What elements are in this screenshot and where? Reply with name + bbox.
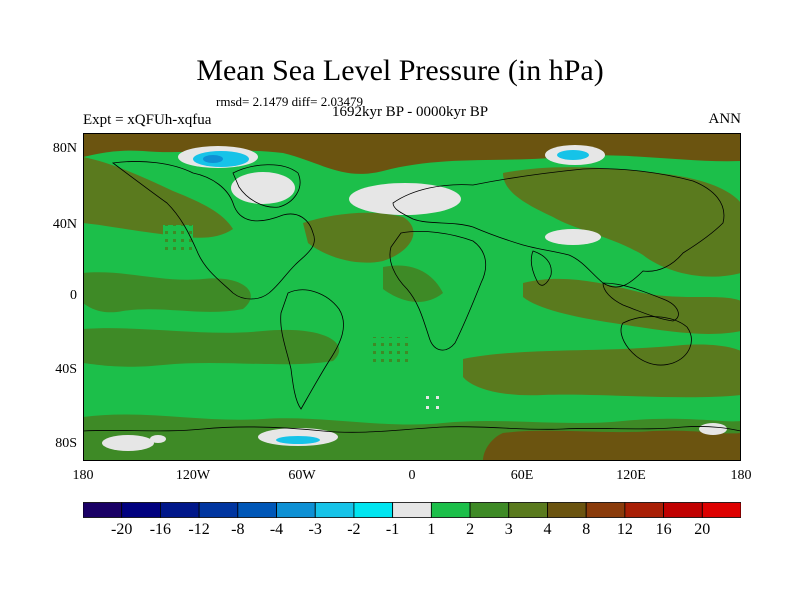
coast-india <box>530 250 552 286</box>
colorbar-label: -1 <box>385 521 400 538</box>
x-tick-120w: 120W <box>175 468 211 483</box>
colorbar-box <box>508 502 548 518</box>
coast-se-asia <box>602 282 679 322</box>
colorbar-box <box>121 502 161 518</box>
field-patch-south <box>83 328 340 367</box>
colorbar-box <box>353 502 394 518</box>
pressure-map <box>83 133 741 461</box>
colorbar-box <box>198 502 239 518</box>
colorbar-label: 4 <box>543 521 552 538</box>
y-tick-80n: 80N <box>52 141 77 156</box>
x-tick-60e: 60E <box>510 468 534 483</box>
colorbar <box>83 502 741 518</box>
field-white-europe <box>349 183 461 215</box>
coast-south-america <box>280 289 344 410</box>
colorbar-label: 1 <box>427 521 436 538</box>
field-patch-tropical <box>83 272 251 313</box>
colorbar-label: -12 <box>188 521 210 538</box>
coast-australia <box>620 316 692 366</box>
y-tick-80s: 80S <box>55 436 77 451</box>
colorbar-label: -3 <box>308 521 322 538</box>
x-tick-60w: 60W <box>288 468 316 483</box>
coastlines <box>83 161 741 433</box>
x-tick-180w: 180 <box>72 468 94 483</box>
field-white-ant-3 <box>699 423 727 435</box>
field-blue-arctic <box>203 155 223 163</box>
field-stipple-2 <box>373 337 413 367</box>
colorbar-label: -4 <box>269 521 284 538</box>
colorbar-box <box>585 502 626 518</box>
field-white-ant-1 <box>102 435 154 451</box>
y-tick-40s: 40S <box>55 362 77 377</box>
colorbar-box <box>701 502 741 518</box>
period-label: 1692kyr BP - 0000kyr BP <box>331 104 489 120</box>
field-arctic-band <box>83 133 741 174</box>
coast-antarctica <box>83 426 741 433</box>
x-tick-0: 0 <box>408 468 416 483</box>
colorbar-label: 16 <box>655 521 672 538</box>
colorbar-box <box>469 502 510 518</box>
colorbar-box <box>624 502 664 518</box>
colorbar-label: -8 <box>231 521 245 538</box>
field-white-greenland <box>231 172 295 204</box>
colorbar-label: -20 <box>111 521 133 538</box>
x-tick-180e: 180 <box>730 468 752 483</box>
colorbar-label: 3 <box>504 521 513 538</box>
colorbar-box <box>392 502 432 518</box>
field-patch-na <box>303 212 414 263</box>
experiment-label: Expt = xQFUh-xqfua <box>83 112 212 128</box>
colorbar-box <box>276 502 316 518</box>
colorbar-label: 20 <box>694 521 711 538</box>
colorbar-box <box>547 502 587 518</box>
colorbar-label: 8 <box>582 521 591 538</box>
colorbar-label: -2 <box>347 521 361 538</box>
field-stipple-1 <box>163 225 193 253</box>
field-patch-indian <box>523 278 741 334</box>
colorbar-box <box>663 502 703 518</box>
colorbar-box <box>83 502 123 518</box>
field-patch-afr <box>383 265 443 302</box>
colorbar-box <box>237 502 277 518</box>
season-label: ANN <box>708 111 742 127</box>
field-patch-np <box>83 157 233 238</box>
colorbar-box <box>314 502 355 518</box>
field-white-asia <box>545 229 601 245</box>
plot-title: Mean Sea Level Pressure (in hPa) <box>196 54 604 87</box>
colorbar-label: 12 <box>616 521 633 538</box>
field-white-ant-4 <box>150 435 166 443</box>
colorbar-label: -16 <box>149 521 172 538</box>
field-cyan-ant <box>276 436 320 444</box>
coast-north-america <box>111 161 315 300</box>
colorbar-label: 2 <box>466 521 475 538</box>
field-patch-south-ind <box>463 344 741 398</box>
coast-greenland <box>232 164 301 208</box>
coast-eurasia <box>392 168 725 288</box>
field-stipple-3 <box>423 395 443 409</box>
x-tick-120e: 120E <box>616 468 646 483</box>
field-cyan-siberia <box>557 150 589 160</box>
map-frame <box>83 133 741 461</box>
coast-africa <box>389 231 487 351</box>
stats-label: rmsd= 2.1479 diff= 2.03479 <box>216 94 363 109</box>
y-tick-0: 0 <box>70 288 77 303</box>
field-patch-antarctic-brown <box>483 430 741 461</box>
colorbar-box <box>430 502 471 518</box>
field-patch-asia <box>503 167 741 277</box>
colorbar-box <box>160 502 200 518</box>
y-tick-40n: 40N <box>52 217 77 232</box>
